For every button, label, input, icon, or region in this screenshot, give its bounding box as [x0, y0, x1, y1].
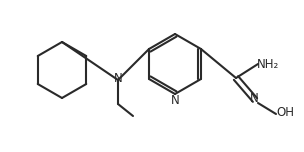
Text: NH₂: NH₂	[257, 57, 279, 71]
Text: OH: OH	[276, 107, 294, 119]
Text: N: N	[171, 95, 179, 107]
Text: N: N	[114, 73, 123, 85]
Text: N: N	[250, 93, 258, 105]
